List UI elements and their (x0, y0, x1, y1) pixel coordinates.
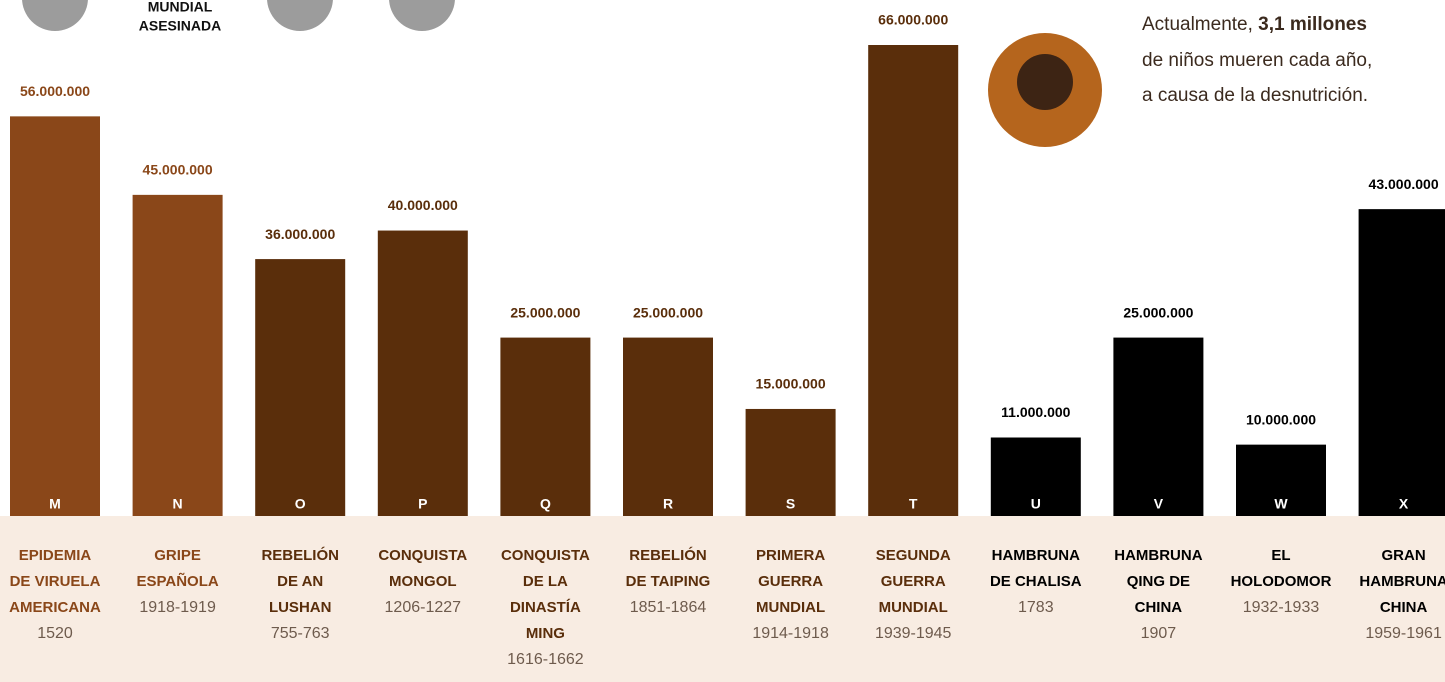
event-name: DE TAIPING (626, 573, 711, 590)
event-name: MONGOL (389, 573, 457, 590)
event-years: 1520 (37, 625, 73, 642)
event-years: 1959-1961 (1365, 625, 1442, 642)
bar-letter: N (173, 496, 183, 512)
bar-letter: S (786, 496, 795, 512)
icon-circle (389, 0, 455, 31)
fragment-text: MUNDIAL (148, 0, 213, 15)
event-name: DE AN (277, 573, 323, 590)
event-name: HAMBRUNA (1359, 573, 1445, 590)
bar-letter: T (909, 496, 918, 512)
bar (378, 231, 468, 516)
bar (868, 45, 958, 516)
event-years: 1939-1945 (875, 625, 952, 642)
value-label: 45.000.000 (143, 162, 213, 178)
bar-letter: P (418, 496, 427, 512)
bar-letter: O (295, 496, 306, 512)
bar (10, 116, 100, 516)
event-years: 1914-1918 (752, 625, 829, 642)
bar-letter: M (49, 496, 61, 512)
bar-letter: W (1274, 496, 1288, 512)
event-name: MING (526, 625, 565, 642)
chart: MUNDIAL ASESINADA Actualmente, 3,1 millo… (0, 0, 1445, 682)
value-label: 25.000.000 (1123, 304, 1193, 320)
event-years: 1907 (1141, 625, 1177, 642)
bar-letter: V (1154, 496, 1164, 512)
event-name: HOLODOMOR (1231, 573, 1332, 590)
value-label: 15.000.000 (756, 376, 826, 392)
event-name: REBELIÓN (629, 546, 707, 564)
event-years: 1932-1933 (1243, 599, 1320, 616)
label-panel (0, 516, 1445, 682)
value-label: 40.000.000 (388, 197, 458, 213)
value-label: 10.000.000 (1246, 411, 1316, 427)
bar (623, 338, 713, 516)
value-label: 56.000.000 (20, 83, 90, 99)
event-years: 1851-1864 (630, 599, 707, 616)
event-years: 1616-1662 (507, 651, 584, 668)
event-name: CHINA (1380, 599, 1428, 616)
event-name: GRIPE (154, 547, 201, 564)
bar-letter: R (663, 496, 673, 512)
portrait-face (1017, 54, 1073, 110)
event-name: GUERRA (758, 573, 823, 590)
event-name: DE VIRUELA (10, 573, 101, 590)
event-name: PRIMERA (756, 547, 825, 564)
value-label: 11.000.000 (1001, 404, 1071, 420)
event-name: DE CHALISA (990, 573, 1082, 590)
event-name: HAMBRUNA (992, 547, 1080, 564)
annotation: a causa de la desnutrición. (1142, 85, 1368, 106)
annotation: de niños mueren cada año, (1142, 50, 1372, 71)
value-label: 66.000.000 (878, 12, 948, 28)
bar-letter: Q (540, 496, 551, 512)
event-name: AMERICANA (9, 599, 101, 616)
event-name: REBELIÓN (261, 546, 339, 564)
event-name: QING DE (1127, 573, 1190, 590)
event-name: LUSHAN (269, 599, 332, 616)
event-name: SEGUNDA (876, 547, 951, 564)
icon-circle (22, 0, 88, 31)
event-years: 1783 (1018, 599, 1054, 616)
value-label: 25.000.000 (633, 304, 703, 320)
annotation: Actualmente, 3,1 millones (1142, 14, 1367, 35)
value-label: 36.000.000 (265, 226, 335, 242)
value-label: 43.000.000 (1369, 176, 1439, 192)
event-years: 755-763 (271, 625, 330, 642)
event-years: 1918-1919 (139, 599, 216, 616)
event-name: MUNDIAL (756, 599, 825, 616)
bar (500, 338, 590, 516)
event-years: 1206-1227 (385, 599, 462, 616)
bar (133, 195, 223, 516)
event-name: GUERRA (881, 573, 946, 590)
bar-letter: X (1399, 496, 1409, 512)
event-name: EPIDEMIA (19, 547, 92, 564)
event-name: GRAN (1382, 547, 1426, 564)
event-name: CONQUISTA (501, 547, 590, 564)
annotation-highlight: 3,1 millones (1258, 14, 1367, 35)
bar (255, 259, 345, 516)
event-name: MUNDIAL (879, 599, 948, 616)
event-name: DE LA (523, 573, 568, 590)
event-name: DINASTÍA (510, 599, 581, 616)
bar-letter: U (1031, 496, 1041, 512)
value-label: 25.000.000 (510, 304, 580, 320)
annotation-text: Actualmente, (1142, 14, 1258, 35)
event-name: HAMBRUNA (1114, 547, 1202, 564)
icon-circle (267, 0, 333, 31)
fragment-text: ASESINADA (139, 18, 221, 34)
event-name: CHINA (1135, 599, 1183, 616)
bar (1359, 209, 1445, 516)
bar (1113, 338, 1203, 516)
event-name: CONQUISTA (378, 547, 467, 564)
event-name: ESPAÑOLA (136, 572, 218, 590)
event-name: EL (1271, 547, 1290, 564)
